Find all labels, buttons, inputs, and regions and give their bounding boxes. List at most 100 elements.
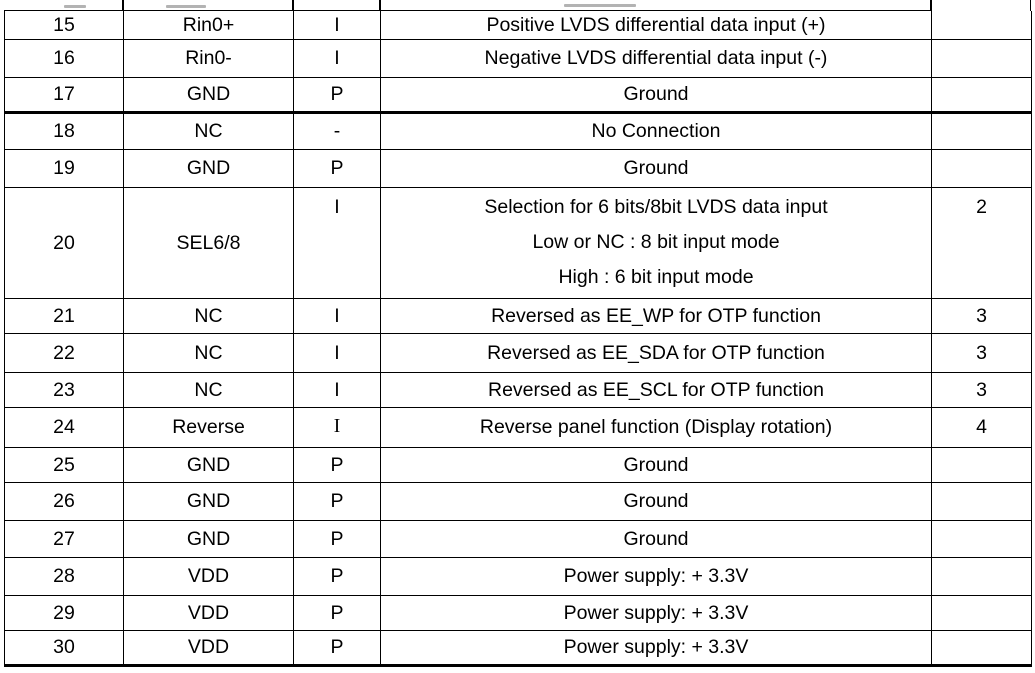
table-row-pin-18: 18 NC - No Connection <box>4 112 1032 150</box>
pin-note <box>931 482 1032 521</box>
column-divider-stub <box>1029 0 1031 11</box>
pin-note <box>931 595 1032 631</box>
pin-type: I <box>293 39 381 78</box>
table-row-pin-24: 24 Reverse I Reverse panel function (Dis… <box>4 407 1032 448</box>
pin-symbol: NC <box>123 372 294 408</box>
pin-number: 17 <box>4 77 124 114</box>
pin-type: I <box>293 298 381 334</box>
pin-note <box>931 149 1032 188</box>
table-row-pin-27: 27 GND P Ground <box>4 520 1032 558</box>
pin-description-table: 15 Rin0+ I Positive LVDS differential da… <box>4 10 1032 667</box>
table-row-pin-28: 28 VDD P Power supply: + 3.3V <box>4 557 1032 596</box>
pin-note: 3 <box>931 298 1032 334</box>
pin-note: 2 <box>931 187 1032 299</box>
pin-number: 29 <box>4 595 124 631</box>
pin-type: P <box>293 447 381 483</box>
pin-number: 21 <box>4 298 124 334</box>
pin-description: Ground <box>380 447 932 483</box>
pin-symbol: GND <box>123 447 294 483</box>
pin-description: Reverse panel function (Display rotation… <box>380 407 932 448</box>
clipped-text-fragment <box>564 4 636 7</box>
pin-description: Power supply: + 3.3V <box>380 595 932 631</box>
pin-type: I <box>293 407 381 448</box>
pin-symbol: VDD <box>123 630 294 667</box>
pin-symbol: Rin0- <box>123 39 294 78</box>
pin-description: Power supply: + 3.3V <box>380 557 932 596</box>
pin-symbol: Rin0+ <box>123 10 294 40</box>
pin-type: I <box>293 372 381 408</box>
pin-number: 27 <box>4 520 124 558</box>
pin-description: Ground <box>380 77 932 114</box>
pin-number: 20 <box>4 187 124 299</box>
column-divider-stub <box>379 0 381 11</box>
column-divider-stub <box>930 0 932 11</box>
pin-note <box>931 447 1032 483</box>
pin-note <box>931 557 1032 596</box>
column-divider-stub <box>292 0 294 11</box>
pin-type: I <box>293 10 381 40</box>
pin-note <box>931 112 1032 150</box>
pin-note <box>931 520 1032 558</box>
pin-symbol: VDD <box>123 595 294 631</box>
pin-note <box>931 77 1032 114</box>
table-row-pin-25: 25 GND P Ground <box>4 447 1032 483</box>
pin-description: Selection for 6 bits/8bit LVDS data inpu… <box>380 187 932 299</box>
table-row-pin-15: 15 Rin0+ I Positive LVDS differential da… <box>4 10 1032 40</box>
pin-note <box>931 39 1032 78</box>
pin-symbol: SEL6/8 <box>123 187 294 299</box>
pin-type: P <box>293 482 381 521</box>
pin-description: Positive LVDS differential data input (+… <box>380 10 932 40</box>
pin-type: P <box>293 520 381 558</box>
pin-note: 3 <box>931 333 1032 373</box>
table-row-pin-19: 19 GND P Ground <box>4 149 1032 188</box>
table-row-pin-20: 20 SEL6/8 I Selection for 6 bits/8bit LV… <box>4 187 1032 299</box>
pin-description: Negative LVDS differential data input (-… <box>380 39 932 78</box>
pin-symbol: GND <box>123 149 294 188</box>
pin-note <box>931 10 1032 40</box>
pin-description: Reversed as EE_SDA for OTP function <box>380 333 932 373</box>
pin-number: 26 <box>4 482 124 521</box>
table-row-pin-29: 29 VDD P Power supply: + 3.3V <box>4 595 1032 631</box>
pin-note: 3 <box>931 372 1032 408</box>
pin-description: Reversed as EE_WP for OTP function <box>380 298 932 334</box>
table-row-pin-30: 30 VDD P Power supply: + 3.3V <box>4 630 1032 667</box>
pin-type: P <box>293 595 381 631</box>
pin-note: 4 <box>931 407 1032 448</box>
pin-symbol: Reverse <box>123 407 294 448</box>
pin-number: 19 <box>4 149 124 188</box>
pin-number: 30 <box>4 630 124 667</box>
table-row-pin-21: 21 NC I Reversed as EE_WP for OTP functi… <box>4 298 1032 334</box>
pin-type: I <box>293 187 381 299</box>
column-divider-stub <box>122 0 124 11</box>
pin-symbol: NC <box>123 298 294 334</box>
table-row-pin-22: 22 NC I Reversed as EE_SDA for OTP funct… <box>4 333 1032 373</box>
pin-number: 22 <box>4 333 124 373</box>
pin-number: 23 <box>4 372 124 408</box>
clipped-text-fragment <box>64 5 86 8</box>
pin-symbol: VDD <box>123 557 294 596</box>
pin-description: Ground <box>380 149 932 188</box>
pin-type: P <box>293 557 381 596</box>
pin-description: Ground <box>380 520 932 558</box>
pin-type: P <box>293 77 381 114</box>
pin-number: 16 <box>4 39 124 78</box>
pin-note <box>931 630 1032 667</box>
pin-symbol: GND <box>123 77 294 114</box>
pin-number: 24 <box>4 407 124 448</box>
pin-number: 15 <box>4 10 124 40</box>
pin-symbol: GND <box>123 520 294 558</box>
pin-symbol: NC <box>123 333 294 373</box>
pin-description: No Connection <box>380 112 932 150</box>
pin-number: 25 <box>4 447 124 483</box>
pin-description: Reversed as EE_SCL for OTP function <box>380 372 932 408</box>
pin-type: P <box>293 149 381 188</box>
table-row-pin-23: 23 NC I Reversed as EE_SCL for OTP funct… <box>4 372 1032 408</box>
pin-number: 28 <box>4 557 124 596</box>
table-row-pin-26: 26 GND P Ground <box>4 482 1032 521</box>
table-row-pin-16: 16 Rin0- I Negative LVDS differential da… <box>4 39 1032 78</box>
pin-description: Power supply: + 3.3V <box>380 630 932 667</box>
table-row-pin-17: 17 GND P Ground <box>4 77 1032 114</box>
clipped-text-fragment <box>166 5 206 8</box>
pin-type: I <box>293 333 381 373</box>
